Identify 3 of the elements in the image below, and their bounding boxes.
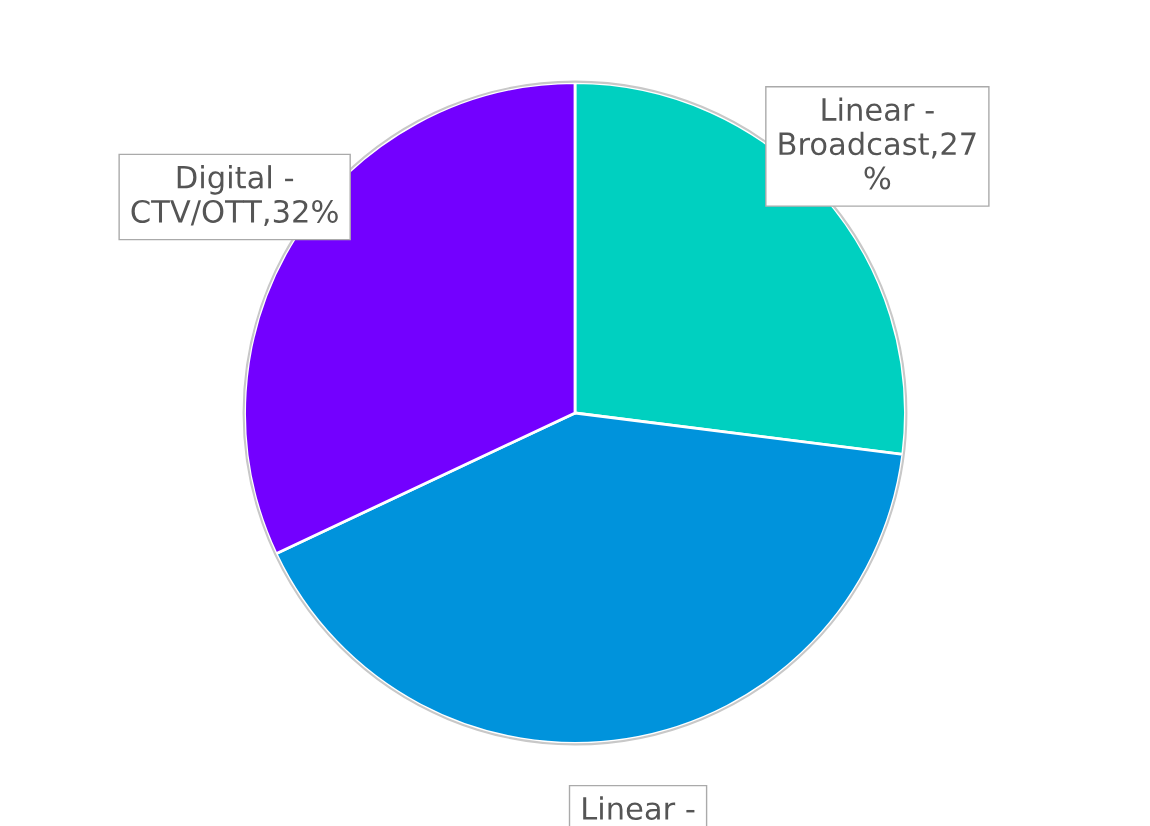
- slice-label: Linear - Broadcast,27 %: [779, 97, 976, 190]
- slice-label: Linear -: [583, 796, 695, 820]
- slice-label: Digital - CTV/OTT,32%: [131, 165, 338, 227]
